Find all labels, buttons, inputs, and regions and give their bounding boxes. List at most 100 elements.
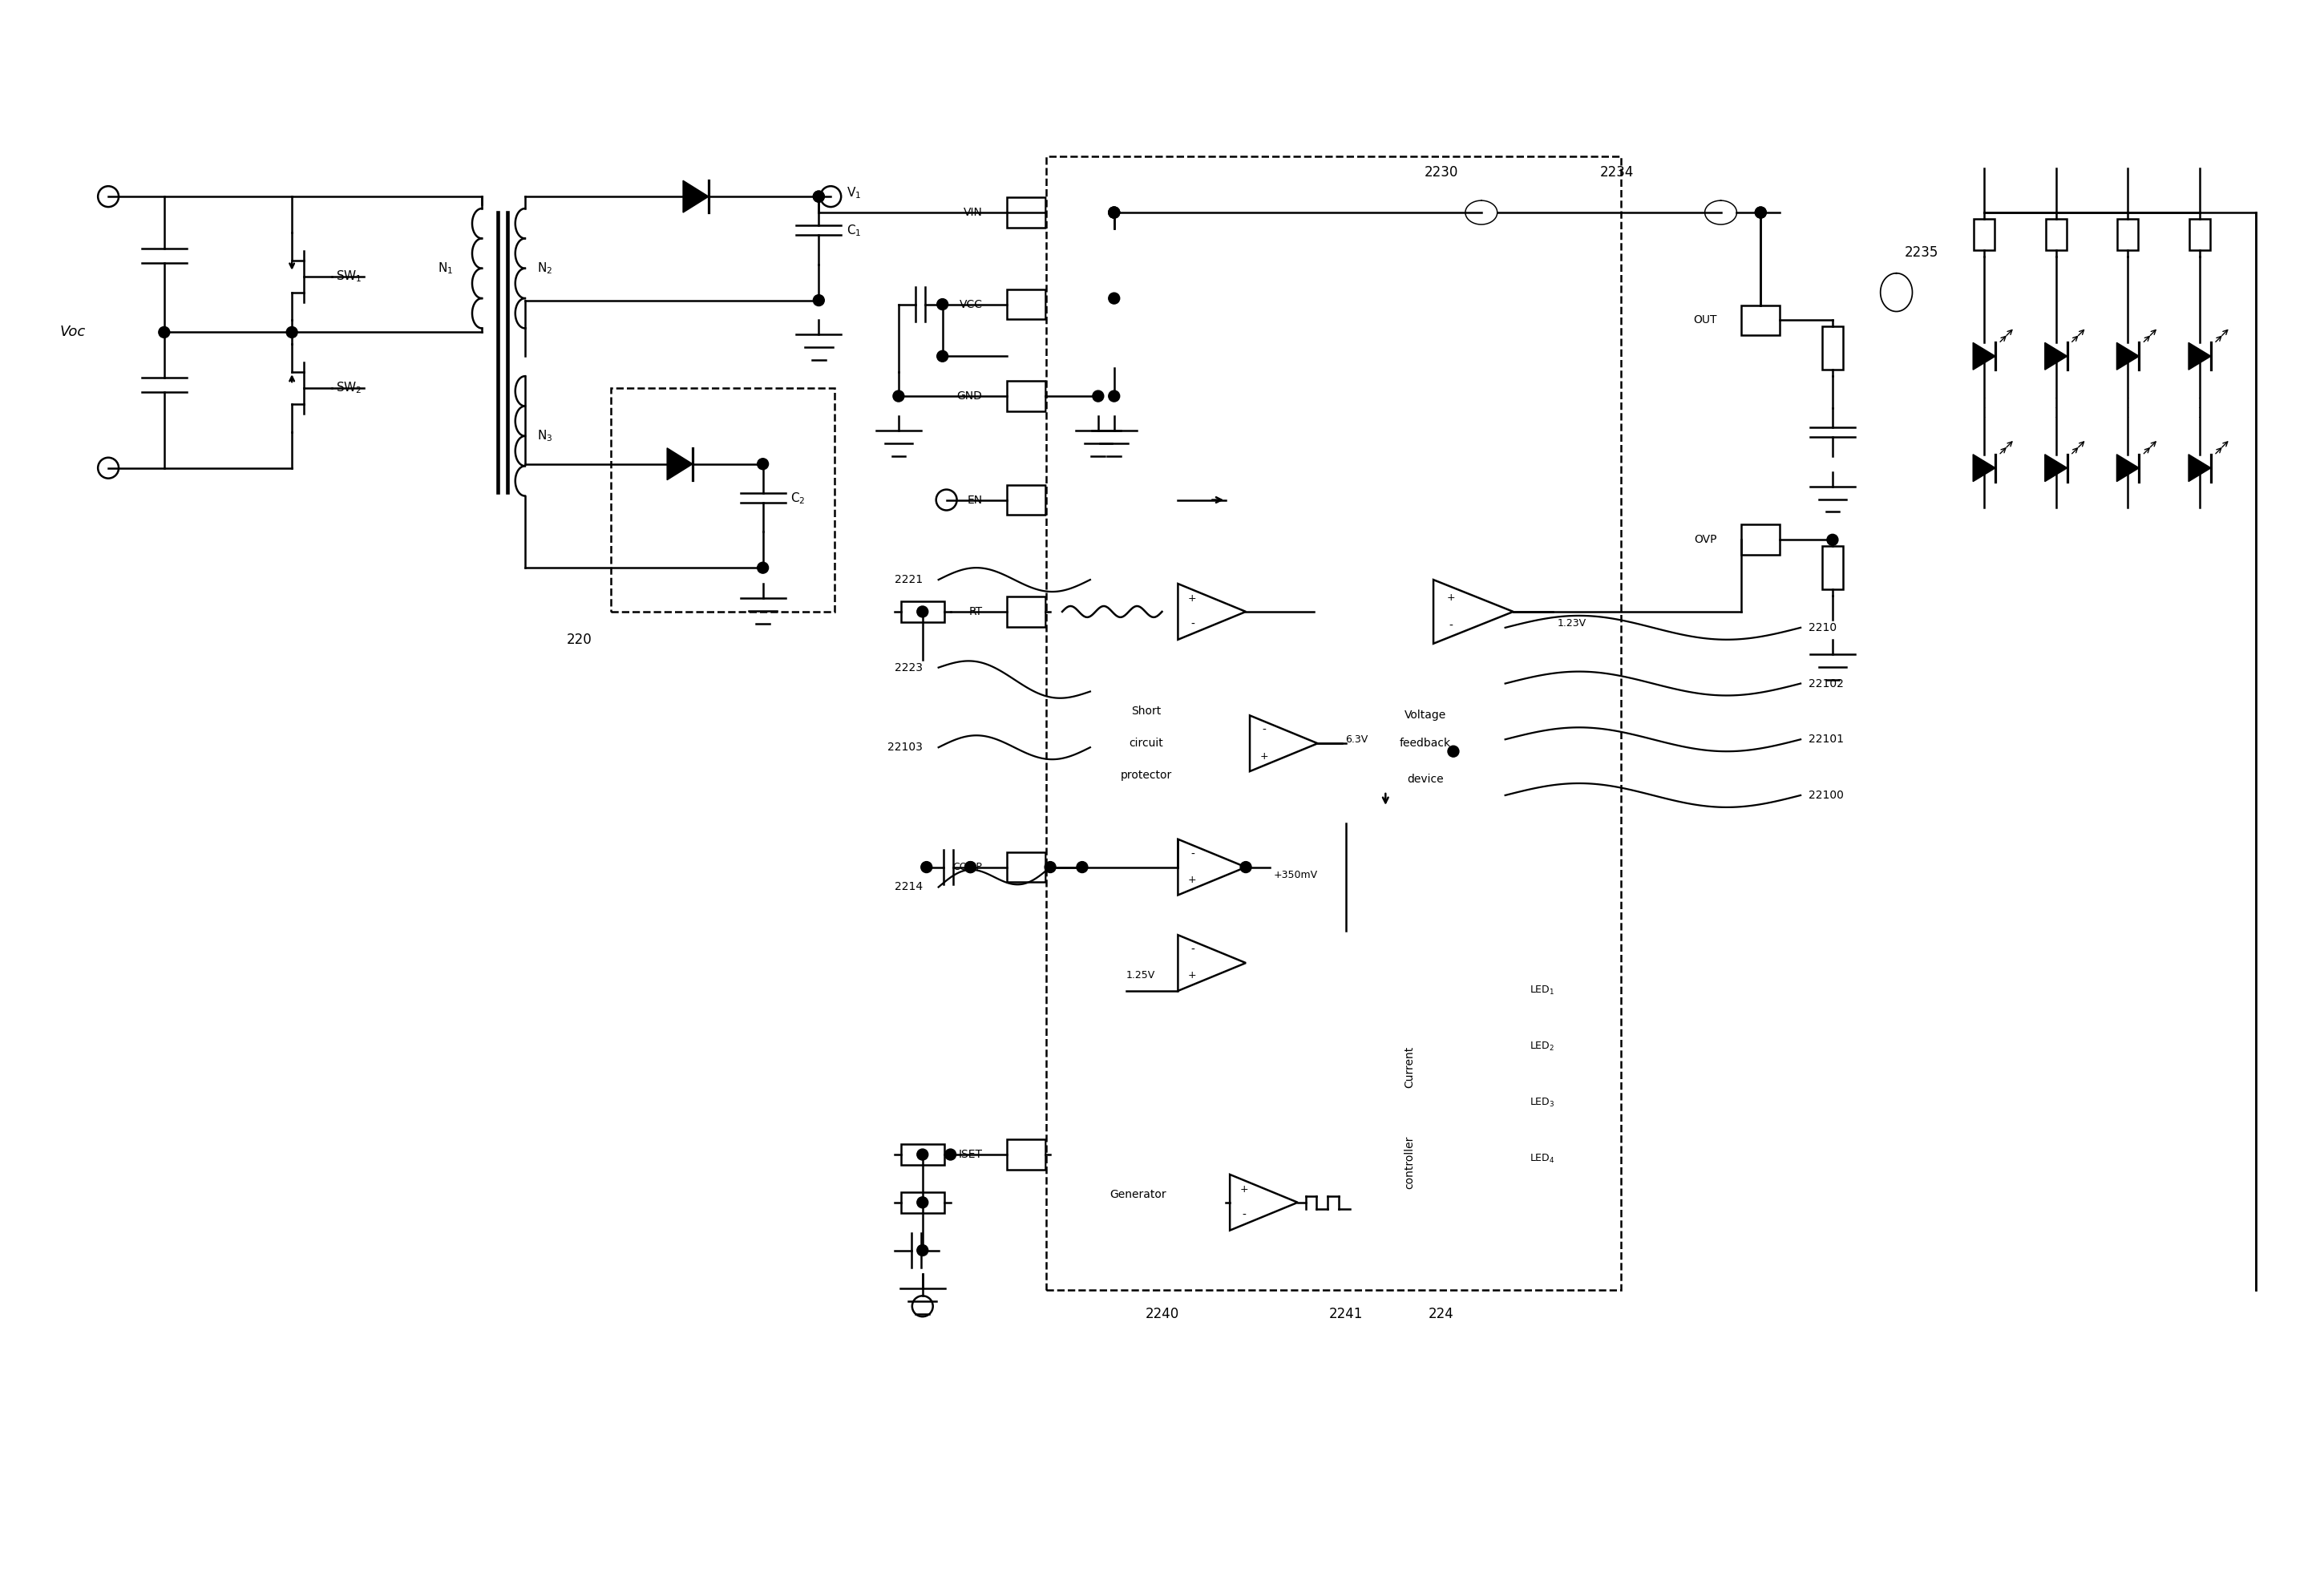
Text: 1.23V: 1.23V xyxy=(1557,618,1585,629)
Text: 2235: 2235 xyxy=(1903,245,1938,260)
Circle shape xyxy=(1827,535,1838,546)
Circle shape xyxy=(1755,208,1766,219)
Text: 224: 224 xyxy=(1429,1307,1455,1321)
Text: 2234: 2234 xyxy=(1599,165,1634,179)
Polygon shape xyxy=(2045,455,2068,481)
Bar xyxy=(1473,983,1504,1007)
Bar xyxy=(1006,381,1046,411)
Text: feedback: feedback xyxy=(1399,738,1450,749)
Text: +: + xyxy=(1188,875,1197,886)
Text: circuit: circuit xyxy=(1129,738,1164,749)
Bar xyxy=(1741,305,1780,335)
Polygon shape xyxy=(2189,343,2210,370)
Circle shape xyxy=(758,458,769,470)
Text: OVP: OVP xyxy=(1694,535,1717,546)
Text: ·
·
·: · · · xyxy=(2054,395,2057,422)
Circle shape xyxy=(892,390,904,401)
Bar xyxy=(1346,664,1506,823)
Polygon shape xyxy=(2117,343,2138,370)
Text: N$_2$: N$_2$ xyxy=(537,261,553,275)
Text: +: + xyxy=(1260,750,1269,761)
Text: +: + xyxy=(1448,591,1455,602)
Text: 6.3V: 6.3V xyxy=(1346,735,1369,744)
Text: GND: GND xyxy=(957,390,983,401)
Text: 2230: 2230 xyxy=(1425,165,1459,179)
Bar xyxy=(1006,853,1046,882)
Bar xyxy=(902,601,944,621)
Bar xyxy=(1339,986,1480,1243)
Bar xyxy=(1473,1095,1504,1118)
Text: C$_2$: C$_2$ xyxy=(790,491,806,507)
Text: N$_3$: N$_3$ xyxy=(537,428,553,444)
Circle shape xyxy=(964,862,976,873)
Text: ·
·
·: · · · xyxy=(2126,395,2129,422)
Text: Voltage: Voltage xyxy=(1404,709,1446,720)
Text: Voc: Voc xyxy=(60,326,86,340)
Circle shape xyxy=(946,1148,955,1161)
Text: 2240: 2240 xyxy=(1146,1307,1178,1321)
Bar xyxy=(1050,228,1178,368)
Bar xyxy=(1057,659,1457,843)
Bar xyxy=(1050,576,1178,648)
Text: -: - xyxy=(1190,944,1195,956)
Bar xyxy=(1006,484,1046,514)
Text: ·
·
·: · · · xyxy=(1982,395,1985,422)
Text: 2210: 2210 xyxy=(1808,621,1836,634)
Text: V$_1$: V$_1$ xyxy=(846,186,862,200)
Circle shape xyxy=(1076,862,1088,873)
Bar xyxy=(1057,1162,1218,1227)
Circle shape xyxy=(918,1197,927,1208)
Text: Generator: Generator xyxy=(1111,1189,1167,1200)
Bar xyxy=(1006,289,1046,319)
Polygon shape xyxy=(1973,455,1996,481)
Text: RT: RT xyxy=(969,606,983,617)
Text: controller: controller xyxy=(1404,1136,1415,1189)
Bar xyxy=(1313,555,1434,667)
Text: OUT: OUT xyxy=(1694,315,1717,326)
Text: 2223: 2223 xyxy=(895,662,923,673)
Bar xyxy=(2117,219,2138,250)
Bar xyxy=(2189,219,2210,250)
Circle shape xyxy=(1448,746,1459,757)
Circle shape xyxy=(1109,208,1120,219)
Text: 22101: 22101 xyxy=(1808,733,1843,746)
Circle shape xyxy=(286,327,297,338)
Text: -: - xyxy=(1262,725,1267,736)
Text: ISET: ISET xyxy=(957,1148,983,1161)
Text: -: - xyxy=(1190,849,1195,860)
Text: -: - xyxy=(1448,620,1452,632)
Bar xyxy=(1822,546,1843,590)
Bar xyxy=(1741,525,1780,555)
Text: EN: EN xyxy=(967,494,983,505)
Bar xyxy=(1006,596,1046,626)
Circle shape xyxy=(158,327,170,338)
Text: 220: 220 xyxy=(567,632,593,647)
Bar xyxy=(2045,219,2066,250)
Text: LED$_2$: LED$_2$ xyxy=(1529,1041,1555,1052)
Text: SW$_2$: SW$_2$ xyxy=(335,381,363,396)
Circle shape xyxy=(1109,293,1120,304)
Bar xyxy=(1973,219,1994,250)
Circle shape xyxy=(918,1148,927,1161)
Text: Short: Short xyxy=(1132,706,1162,717)
Text: 22103: 22103 xyxy=(888,742,923,753)
Text: +: + xyxy=(1188,593,1197,604)
Text: 22100: 22100 xyxy=(1808,790,1843,801)
Text: protector: protector xyxy=(1120,769,1171,780)
Circle shape xyxy=(1755,208,1766,219)
Polygon shape xyxy=(2117,455,2138,481)
Text: VIN: VIN xyxy=(962,208,983,219)
Polygon shape xyxy=(667,448,693,480)
Circle shape xyxy=(1046,862,1055,873)
Text: 22102: 22102 xyxy=(1808,678,1843,689)
Bar xyxy=(1322,931,1497,1266)
Text: LED$_4$: LED$_4$ xyxy=(1529,1153,1555,1164)
Bar xyxy=(1050,459,1178,540)
Bar xyxy=(1473,1038,1504,1063)
Text: +: + xyxy=(1188,971,1197,982)
Circle shape xyxy=(813,294,825,305)
Text: 2221: 2221 xyxy=(895,574,923,585)
Text: C$_1$: C$_1$ xyxy=(846,223,862,239)
Text: 1.25V: 1.25V xyxy=(1127,971,1155,982)
Circle shape xyxy=(1241,862,1250,873)
